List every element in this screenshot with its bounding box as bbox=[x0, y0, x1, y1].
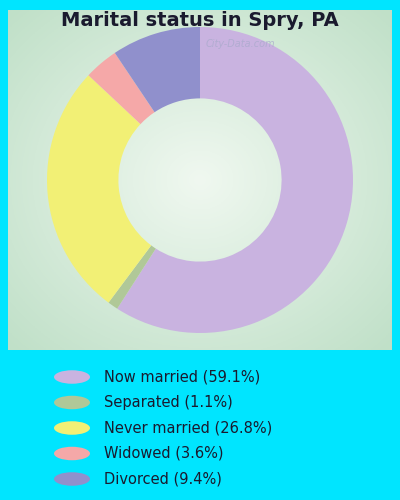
Circle shape bbox=[54, 421, 90, 435]
Text: City-Data.com: City-Data.com bbox=[206, 39, 276, 49]
Text: Divorced (9.4%): Divorced (9.4%) bbox=[104, 472, 222, 486]
Text: Marital status in Spry, PA: Marital status in Spry, PA bbox=[61, 11, 339, 30]
Circle shape bbox=[54, 447, 90, 460]
Circle shape bbox=[54, 472, 90, 486]
Wedge shape bbox=[117, 27, 353, 333]
Text: Separated (1.1%): Separated (1.1%) bbox=[104, 395, 233, 410]
Circle shape bbox=[54, 396, 90, 409]
Wedge shape bbox=[88, 53, 154, 124]
Wedge shape bbox=[108, 246, 156, 308]
Text: Never married (26.8%): Never married (26.8%) bbox=[104, 420, 272, 436]
Text: Widowed (3.6%): Widowed (3.6%) bbox=[104, 446, 224, 461]
Wedge shape bbox=[47, 76, 151, 302]
Wedge shape bbox=[115, 27, 200, 112]
Circle shape bbox=[54, 370, 90, 384]
Text: Now married (59.1%): Now married (59.1%) bbox=[104, 370, 260, 384]
